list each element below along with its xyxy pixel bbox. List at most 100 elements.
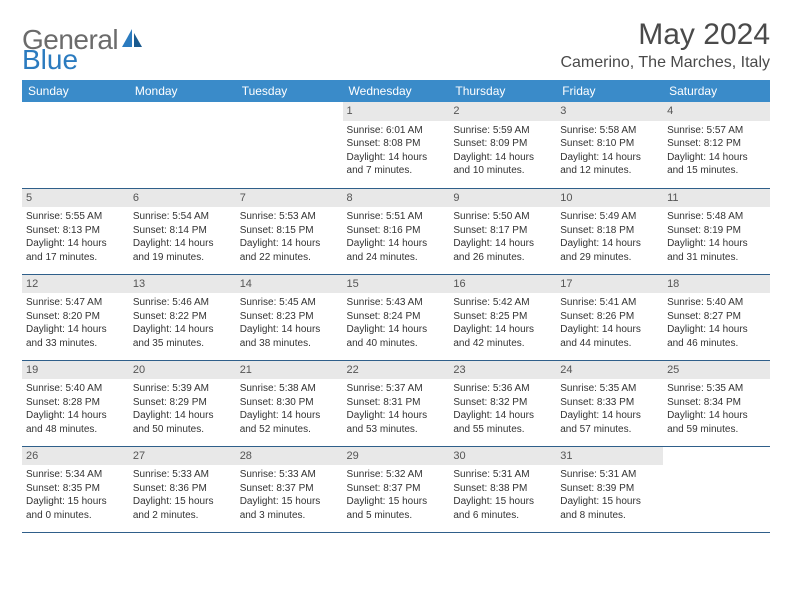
- daylight-text: and 5 minutes.: [347, 509, 446, 523]
- day-number: 25: [663, 361, 770, 380]
- sunset-text: Sunset: 8:26 PM: [560, 310, 659, 324]
- sunset-text: Sunset: 8:17 PM: [453, 224, 552, 238]
- sunrise-text: Sunrise: 5:47 AM: [26, 296, 125, 310]
- daylight-text: Daylight: 14 hours: [133, 409, 232, 423]
- calendar-week-row: 19Sunrise: 5:40 AMSunset: 8:28 PMDayligh…: [22, 360, 770, 446]
- daylight-text: and 26 minutes.: [453, 251, 552, 265]
- day-number: 5: [22, 189, 129, 208]
- calendar-day-cell: 26Sunrise: 5:34 AMSunset: 8:35 PMDayligh…: [22, 446, 129, 532]
- calendar-day-cell: 15Sunrise: 5:43 AMSunset: 8:24 PMDayligh…: [343, 274, 450, 360]
- weekday-header: Tuesday: [236, 80, 343, 102]
- sunset-text: Sunset: 8:12 PM: [667, 137, 766, 151]
- day-number: 10: [556, 189, 663, 208]
- daylight-text: Daylight: 14 hours: [453, 237, 552, 251]
- calendar-day-cell: 20Sunrise: 5:39 AMSunset: 8:29 PMDayligh…: [129, 360, 236, 446]
- day-number: 15: [343, 275, 450, 294]
- day-number: 26: [22, 447, 129, 466]
- calendar-week-row: 12Sunrise: 5:47 AMSunset: 8:20 PMDayligh…: [22, 274, 770, 360]
- calendar-day-cell: 29Sunrise: 5:32 AMSunset: 8:37 PMDayligh…: [343, 446, 450, 532]
- weekday-header: Friday: [556, 80, 663, 102]
- sunrise-text: Sunrise: 5:36 AM: [453, 382, 552, 396]
- sunrise-text: Sunrise: 5:38 AM: [240, 382, 339, 396]
- daylight-text: and 35 minutes.: [133, 337, 232, 351]
- sunrise-text: Sunrise: 5:46 AM: [133, 296, 232, 310]
- sunset-text: Sunset: 8:24 PM: [347, 310, 446, 324]
- day-number: 19: [22, 361, 129, 380]
- daylight-text: Daylight: 14 hours: [560, 323, 659, 337]
- sunset-text: Sunset: 8:10 PM: [560, 137, 659, 151]
- calendar-day-cell: 2Sunrise: 5:59 AMSunset: 8:09 PMDaylight…: [449, 102, 556, 188]
- daylight-text: and 55 minutes.: [453, 423, 552, 437]
- calendar-day-cell: 1Sunrise: 6:01 AMSunset: 8:08 PMDaylight…: [343, 102, 450, 188]
- calendar-day-cell: 14Sunrise: 5:45 AMSunset: 8:23 PMDayligh…: [236, 274, 343, 360]
- day-number: 14: [236, 275, 343, 294]
- calendar-day-cell: 19Sunrise: 5:40 AMSunset: 8:28 PMDayligh…: [22, 360, 129, 446]
- daylight-text: and 0 minutes.: [26, 509, 125, 523]
- daylight-text: Daylight: 14 hours: [560, 237, 659, 251]
- day-number: 30: [449, 447, 556, 466]
- daylight-text: Daylight: 15 hours: [240, 495, 339, 509]
- calendar-day-cell: 9 Sunrise: 5:50 AMSunset: 8:17 PMDaylight…: [449, 188, 556, 274]
- daylight-text: and 6 minutes.: [453, 509, 552, 523]
- calendar-day-cell: 16Sunrise: 5:42 AMSunset: 8:25 PMDayligh…: [449, 274, 556, 360]
- sunset-text: Sunset: 8:16 PM: [347, 224, 446, 238]
- daylight-text: and 22 minutes.: [240, 251, 339, 265]
- daylight-text: Daylight: 14 hours: [667, 323, 766, 337]
- sunrise-text: Sunrise: 5:53 AM: [240, 210, 339, 224]
- sunrise-text: Sunrise: 5:41 AM: [560, 296, 659, 310]
- daylight-text: Daylight: 14 hours: [26, 323, 125, 337]
- daylight-text: and 2 minutes.: [133, 509, 232, 523]
- day-number: 31: [556, 447, 663, 466]
- sunset-text: Sunset: 8:38 PM: [453, 482, 552, 496]
- daylight-text: Daylight: 14 hours: [26, 409, 125, 423]
- sunset-text: Sunset: 8:22 PM: [133, 310, 232, 324]
- day-number: 4: [663, 102, 770, 121]
- sunrise-text: Sunrise: 5:35 AM: [667, 382, 766, 396]
- title-block: May 2024 Camerino, The Marches, Italy: [560, 18, 770, 72]
- sunset-text: Sunset: 8:15 PM: [240, 224, 339, 238]
- daylight-text: Daylight: 15 hours: [453, 495, 552, 509]
- sunrise-text: Sunrise: 5:43 AM: [347, 296, 446, 310]
- daylight-text: and 15 minutes.: [667, 164, 766, 178]
- daylight-text: and 33 minutes.: [26, 337, 125, 351]
- sunset-text: Sunset: 8:27 PM: [667, 310, 766, 324]
- calendar-day-cell: 3Sunrise: 5:58 AMSunset: 8:10 PMDaylight…: [556, 102, 663, 188]
- calendar-day-cell: 30Sunrise: 5:31 AMSunset: 8:38 PMDayligh…: [449, 446, 556, 532]
- daylight-text: Daylight: 14 hours: [240, 323, 339, 337]
- sunrise-text: Sunrise: 5:50 AM: [453, 210, 552, 224]
- daylight-text: Daylight: 14 hours: [240, 409, 339, 423]
- calendar-day-cell: 13Sunrise: 5:46 AMSunset: 8:22 PMDayligh…: [129, 274, 236, 360]
- sunrise-text: Sunrise: 5:39 AM: [133, 382, 232, 396]
- calendar-week-row: 26Sunrise: 5:34 AMSunset: 8:35 PMDayligh…: [22, 446, 770, 532]
- daylight-text: and 53 minutes.: [347, 423, 446, 437]
- day-number: 9: [449, 189, 556, 208]
- sunset-text: Sunset: 8:34 PM: [667, 396, 766, 410]
- daylight-text: and 10 minutes.: [453, 164, 552, 178]
- sunset-text: Sunset: 8:37 PM: [347, 482, 446, 496]
- sunrise-text: Sunrise: 6:01 AM: [347, 124, 446, 138]
- daylight-text: and 57 minutes.: [560, 423, 659, 437]
- calendar-week-row: 1Sunrise: 6:01 AMSunset: 8:08 PMDaylight…: [22, 102, 770, 188]
- sunrise-text: Sunrise: 5:45 AM: [240, 296, 339, 310]
- day-number: 11: [663, 189, 770, 208]
- daylight-text: Daylight: 14 hours: [667, 151, 766, 165]
- day-number: 1: [343, 102, 450, 121]
- daylight-text: and 38 minutes.: [240, 337, 339, 351]
- weekday-header: Thursday: [449, 80, 556, 102]
- weekday-header: Sunday: [22, 80, 129, 102]
- sunrise-text: Sunrise: 5:40 AM: [667, 296, 766, 310]
- location: Camerino, The Marches, Italy: [560, 54, 770, 72]
- daylight-text: and 52 minutes.: [240, 423, 339, 437]
- daylight-text: Daylight: 14 hours: [453, 151, 552, 165]
- sunrise-text: Sunrise: 5:32 AM: [347, 468, 446, 482]
- calendar-day-cell: 18Sunrise: 5:40 AMSunset: 8:27 PMDayligh…: [663, 274, 770, 360]
- weekday-header: Monday: [129, 80, 236, 102]
- sunset-text: Sunset: 8:35 PM: [26, 482, 125, 496]
- day-number: 29: [343, 447, 450, 466]
- sunrise-text: Sunrise: 5:58 AM: [560, 124, 659, 138]
- sunset-text: Sunset: 8:39 PM: [560, 482, 659, 496]
- daylight-text: and 31 minutes.: [667, 251, 766, 265]
- daylight-text: Daylight: 14 hours: [453, 409, 552, 423]
- daylight-text: and 7 minutes.: [347, 164, 446, 178]
- daylight-text: Daylight: 14 hours: [560, 409, 659, 423]
